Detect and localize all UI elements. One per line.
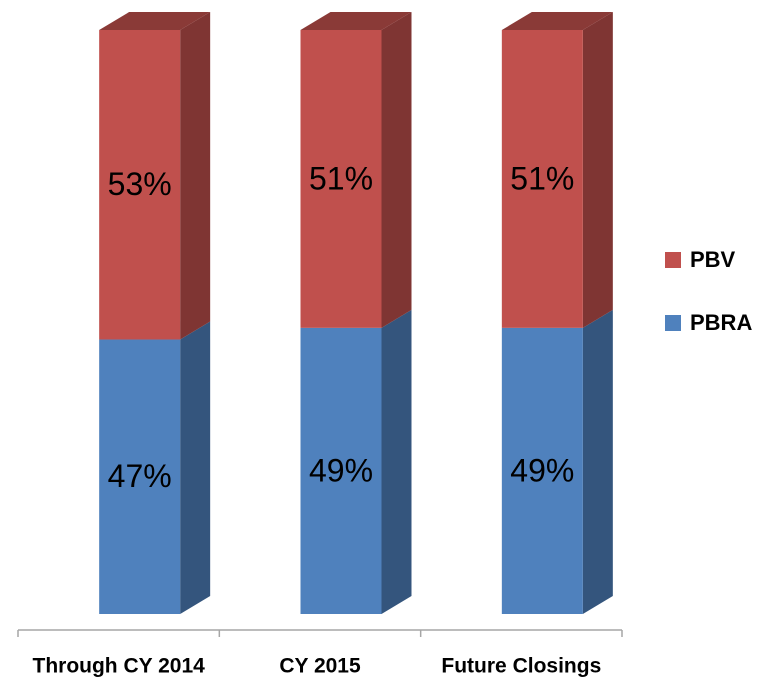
data-label: 53% bbox=[108, 166, 172, 202]
legend-swatch bbox=[665, 315, 681, 331]
data-label: 47% bbox=[108, 458, 172, 494]
bar-side bbox=[381, 12, 412, 328]
bar-side bbox=[180, 321, 211, 614]
bar bbox=[300, 327, 382, 614]
bar-side bbox=[582, 309, 613, 614]
legend-label: PBRA bbox=[690, 310, 752, 335]
data-label: 49% bbox=[510, 452, 574, 488]
data-label: 51% bbox=[309, 160, 373, 196]
bar bbox=[99, 339, 181, 614]
x-tick-label: CY 2015 bbox=[279, 655, 361, 678]
bar-top bbox=[300, 12, 412, 30]
bar-top bbox=[501, 12, 613, 30]
data-label: 49% bbox=[309, 452, 373, 488]
legend-swatch bbox=[665, 252, 681, 268]
bar bbox=[501, 327, 583, 614]
x-tick-label: Future Closings bbox=[441, 655, 601, 678]
bar-side bbox=[180, 12, 211, 340]
bar bbox=[300, 30, 382, 328]
bar bbox=[99, 30, 181, 340]
bar-top bbox=[99, 12, 211, 30]
bar bbox=[501, 30, 583, 328]
legend-label: PBV bbox=[690, 247, 736, 272]
data-label: 51% bbox=[510, 160, 574, 196]
x-tick-label: Through CY 2014 bbox=[33, 655, 206, 678]
bar-side bbox=[381, 309, 412, 614]
bar-side bbox=[582, 12, 613, 328]
